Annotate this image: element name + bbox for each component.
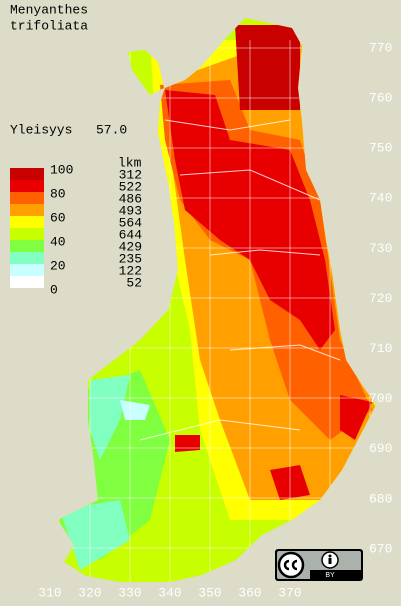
species-name: trifoliata [10, 18, 88, 33]
x-axis-label: 340 [158, 585, 181, 600]
legend-count: 493 [119, 203, 142, 218]
species-name: Menyanthes [10, 2, 88, 17]
legend-count: 644 [119, 227, 143, 242]
legend-scale: 80 [50, 186, 66, 201]
legend-scale: 100 [50, 162, 73, 177]
legend-count: 312 [119, 167, 142, 182]
legend-count: 122 [119, 263, 142, 278]
legend-count: 235 [119, 251, 142, 266]
y-axis-label: 690 [369, 441, 392, 456]
y-axis-label: 700 [369, 391, 392, 406]
y-axis-label: 740 [369, 191, 392, 206]
y-axis-label: 730 [369, 241, 392, 256]
legend-swatch [10, 240, 44, 252]
legend-scale: 20 [50, 258, 66, 273]
y-axis-label: 710 [369, 341, 392, 356]
frequency-label: Yleisyys [10, 122, 72, 137]
legend-scale: 60 [50, 210, 66, 225]
license-badge: BY [275, 549, 363, 581]
legend-swatch [10, 216, 44, 228]
y-axis-label: 720 [369, 291, 392, 306]
axis-labels: 770 760 750 740 730 720 710 700 690 680 670 310 320 3… [38, 40, 392, 600]
legend-swatch [10, 192, 44, 204]
y-axis-label: 670 [369, 541, 392, 556]
x-axis-label: 360 [238, 585, 261, 600]
y-axis-label: 760 [369, 91, 392, 106]
legend-swatch [10, 180, 44, 192]
x-axis-label: 370 [278, 585, 301, 600]
count-header: lkm [118, 155, 142, 170]
legend-swatch [10, 168, 44, 180]
x-axis-label: 310 [38, 585, 61, 600]
legend-swatch [10, 252, 44, 264]
legend-count: 522 [119, 179, 142, 194]
legend-count: 429 [119, 239, 142, 254]
legend-count: 486 [119, 191, 142, 206]
x-axis-label: 330 [118, 585, 141, 600]
license-text: BY [325, 572, 335, 579]
map-fill [58, 18, 376, 582]
legend-count: 564 [119, 215, 143, 230]
frequency-value: 57.0 [96, 122, 127, 137]
legend-swatch [10, 264, 44, 276]
x-axis-label: 320 [78, 585, 101, 600]
y-axis-label: 680 [369, 491, 392, 506]
legend-scale: 40 [50, 234, 66, 249]
legend-swatch [10, 276, 44, 288]
y-axis-label: 770 [369, 40, 392, 55]
legend-swatch [10, 204, 44, 216]
y-axis-label: 750 [369, 141, 392, 156]
legend-swatch [10, 228, 44, 240]
x-axis-label: 350 [198, 585, 221, 600]
legend-scale: 0 [50, 282, 58, 297]
legend-count: 52 [126, 275, 142, 290]
